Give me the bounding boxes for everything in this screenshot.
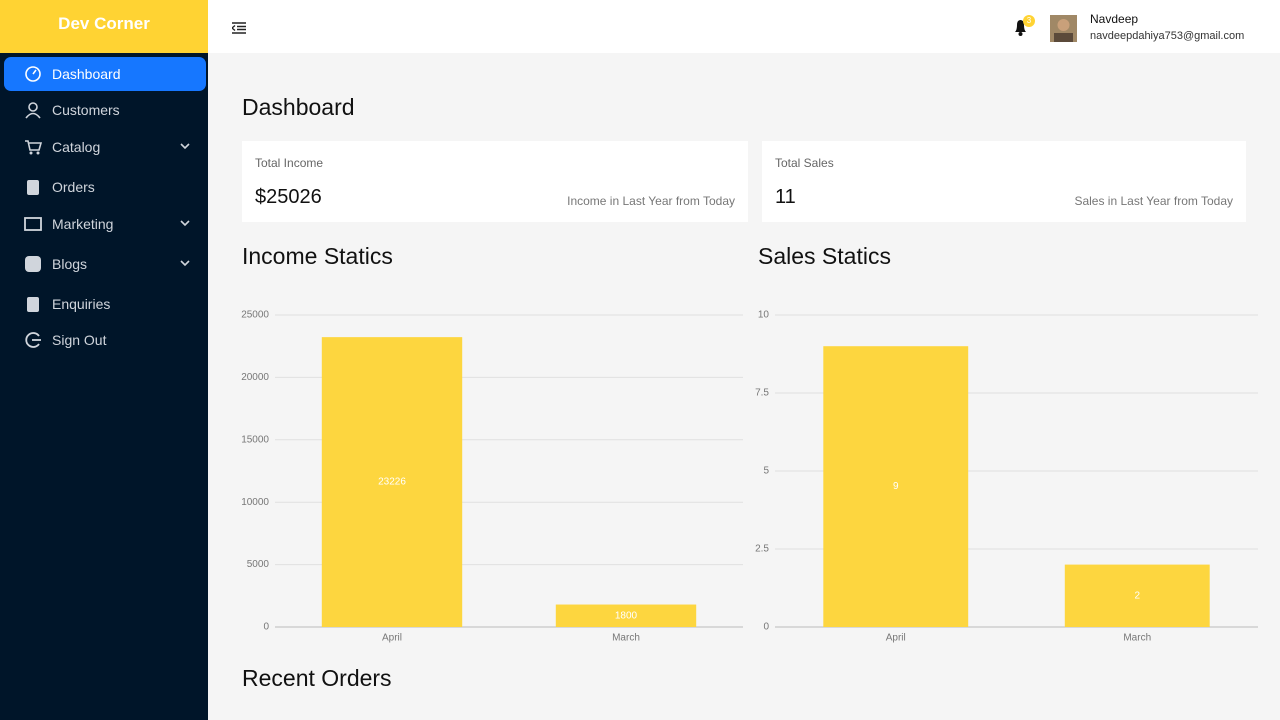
menu-label: Marketing <box>52 216 114 232</box>
x-tick-label: April <box>886 633 906 644</box>
card-note: Sales in Last Year from Today <box>1074 194 1233 208</box>
card-title: Total Income <box>255 156 324 170</box>
menu-item[interactable]: Dashboard <box>4 57 206 91</box>
y-tick-label: 5000 <box>247 559 270 570</box>
menu-item[interactable]: Marketing <box>4 207 206 241</box>
bar <box>1064 564 1210 627</box>
menu-label: Sign Out <box>52 332 107 348</box>
logo[interactable]: Dev Corner <box>0 0 208 53</box>
menu-label: Customers <box>52 102 120 118</box>
value-label: 1800 <box>615 610 638 621</box>
user-email: navdeepdahiya753@gmail.com <box>1090 30 1245 42</box>
bar <box>321 337 463 627</box>
header: 3 Navdeep navdeepdahiya753@gmail.com <box>208 0 1280 53</box>
y-tick-label: 10000 <box>241 497 269 508</box>
y-tick-label: 7.5 <box>755 388 769 399</box>
menu-label: Orders <box>52 179 95 195</box>
menu-label: Dashboard <box>52 66 121 82</box>
y-tick-label: 2.5 <box>755 544 769 555</box>
stat-card: Total Income $25026 Income in Last Year … <box>242 141 748 222</box>
value-label: 9 <box>893 481 899 492</box>
menu-label: Blogs <box>52 256 88 272</box>
menu-item[interactable]: Orders <box>4 170 206 204</box>
menu-item[interactable]: Enquiries <box>4 287 206 321</box>
menu-toggle[interactable] <box>232 22 246 34</box>
bar <box>823 346 969 627</box>
y-tick-label: 10 <box>758 310 770 321</box>
card-value: 11 <box>775 186 796 208</box>
x-tick-label: April <box>382 633 402 644</box>
notification-count: 3 <box>1026 16 1032 25</box>
value-label: 23226 <box>378 477 406 488</box>
y-tick-label: 15000 <box>241 434 269 445</box>
y-tick-label: 25000 <box>241 310 269 321</box>
card-title: Total Sales <box>775 156 834 170</box>
notification-bell[interactable] <box>1012 14 1038 38</box>
chart-title: Sales Statics <box>758 243 891 269</box>
stat-card: Total Sales 11 Sales in Last Year from T… <box>762 141 1246 222</box>
sidebar: Dev Corner Dashboard Customers Catalog O… <box>0 0 208 720</box>
y-tick-label: 5 <box>763 466 769 477</box>
menu-label: Catalog <box>52 139 101 155</box>
y-tick-label: 0 <box>263 622 269 633</box>
y-tick-label: 0 <box>763 622 769 633</box>
value-label: 2 <box>1134 590 1140 601</box>
card-note: Income in Last Year from Today <box>567 194 735 208</box>
bar <box>555 604 697 627</box>
y-tick-label: 20000 <box>241 372 269 383</box>
menu-item[interactable]: Customers <box>4 93 206 127</box>
x-tick-label: March <box>612 633 640 644</box>
section-title: Recent Orders <box>242 665 392 691</box>
avatar[interactable] <box>1050 15 1077 42</box>
x-tick-label: March <box>1123 633 1151 644</box>
menu-label: Enquiries <box>52 296 111 312</box>
chart-title: Income Statics <box>242 243 393 269</box>
menu-item[interactable]: Catalog <box>4 130 206 164</box>
card-value: $25026 <box>255 186 322 208</box>
menu-item[interactable]: Blogs <box>4 247 206 281</box>
page-title: Dashboard <box>242 94 355 120</box>
user-name: Navdeep <box>1090 12 1139 26</box>
menu-item[interactable]: Sign Out <box>4 323 206 357</box>
